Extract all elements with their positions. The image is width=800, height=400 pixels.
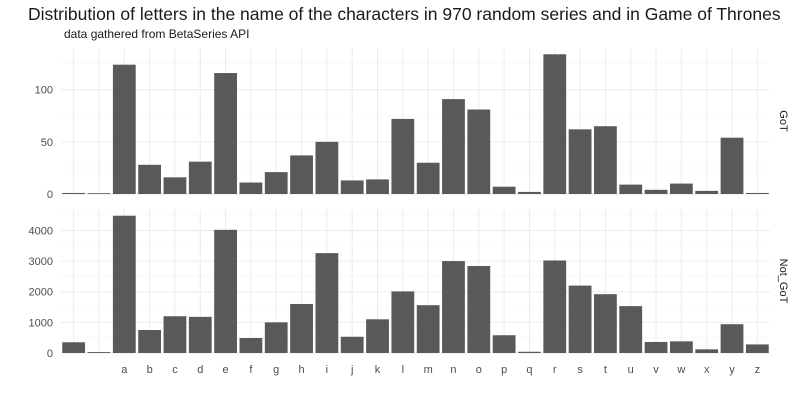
x-tick-label: j: [350, 364, 353, 376]
bar: [416, 162, 440, 194]
y-tick-label: 100: [35, 85, 53, 97]
bar: [467, 109, 491, 194]
x-tick-label: h: [298, 364, 304, 376]
bar: [669, 183, 693, 194]
x-tick-label: s: [577, 364, 583, 376]
bar: [112, 64, 136, 194]
bar: [442, 99, 465, 194]
x-tick-label: v: [653, 364, 659, 376]
facet-label: Not_GoT: [777, 259, 789, 304]
bar: [518, 191, 541, 194]
bar: [340, 336, 364, 353]
y-tick-label: 1000: [29, 317, 53, 329]
bar: [340, 180, 364, 194]
y-tick-label: 0: [47, 189, 53, 201]
bar: [568, 129, 592, 194]
bar: [619, 184, 643, 194]
chart-title: Distribution of letters in the name of t…: [28, 4, 781, 24]
x-tick-label: t: [604, 364, 607, 376]
bar: [112, 215, 136, 353]
bar: [87, 193, 111, 194]
bar: [442, 261, 465, 353]
bar: [594, 294, 617, 353]
bar: [720, 137, 744, 194]
bar: [745, 192, 769, 194]
bar: [138, 330, 162, 353]
bar: [264, 322, 288, 353]
x-tick-label: p: [501, 364, 507, 376]
x-tick-label: y: [729, 364, 735, 376]
facet-label: GoT: [777, 110, 789, 132]
bar: [568, 285, 592, 353]
bar: [62, 192, 86, 194]
y-tick-label: 3000: [29, 256, 53, 268]
bar: [214, 73, 237, 194]
bar: [391, 291, 415, 353]
x-tick-label: d: [197, 364, 203, 376]
bar: [594, 126, 617, 194]
bar: [87, 352, 111, 353]
x-tick-label: k: [375, 364, 381, 376]
y-tick-label: 4000: [29, 225, 53, 237]
x-tick-label: f: [249, 364, 253, 376]
bar: [543, 54, 567, 194]
x-tick-label: a: [121, 364, 128, 376]
y-tick-label: 0: [47, 348, 53, 360]
bar: [264, 172, 288, 194]
y-tick-label: 50: [41, 137, 53, 149]
bar: [163, 177, 187, 194]
bar: [138, 164, 162, 194]
x-tick-label: b: [147, 364, 153, 376]
chart-subtitle: data gathered from BetaSeries API: [64, 27, 250, 41]
x-tick-label: l: [402, 364, 404, 376]
bar: [492, 186, 516, 194]
bar: [188, 316, 212, 353]
x-tick-label: o: [476, 364, 482, 376]
bar: [695, 190, 719, 194]
y-tick-label: 2000: [29, 287, 53, 299]
bar: [644, 189, 668, 194]
bar: [619, 306, 643, 353]
bar: [315, 141, 339, 194]
bar: [315, 253, 339, 353]
bar: [467, 265, 491, 353]
bar: [366, 179, 389, 194]
x-tick-label: q: [526, 364, 532, 376]
bar: [720, 324, 744, 353]
x-tick-label: c: [172, 364, 178, 376]
x-tick-label: i: [326, 364, 328, 376]
bar: [214, 229, 237, 353]
bar: [366, 319, 389, 353]
bar: [391, 118, 415, 194]
bar: [543, 260, 567, 353]
bar: [695, 349, 719, 353]
x-tick-label: z: [755, 364, 761, 376]
x-tick-label: x: [704, 364, 710, 376]
bar: [492, 335, 516, 353]
x-tick-label: g: [273, 364, 279, 376]
x-tick-label: r: [553, 364, 557, 376]
bar: [745, 344, 769, 353]
bar: [239, 182, 263, 194]
x-tick-label: w: [676, 364, 685, 376]
bar: [290, 303, 313, 353]
bar: [416, 305, 440, 353]
bar: [644, 341, 668, 353]
bar: [188, 161, 212, 194]
x-tick-label: e: [223, 364, 229, 376]
bar: [163, 316, 187, 353]
x-tick-label: n: [450, 364, 456, 376]
bar: [669, 341, 693, 353]
bar: [518, 351, 541, 353]
bar: [239, 337, 263, 353]
bar: [62, 342, 86, 353]
x-tick-label: m: [424, 364, 433, 376]
bar: [290, 155, 313, 194]
x-tick-label: u: [628, 364, 634, 376]
